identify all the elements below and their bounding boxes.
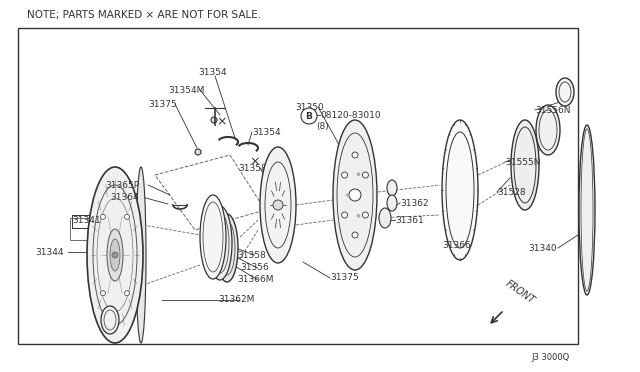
Circle shape [349,189,361,201]
Bar [70,218,125,240]
Ellipse shape [136,167,146,343]
Text: 31340: 31340 [528,244,557,253]
Text: 31364: 31364 [110,192,139,202]
Circle shape [352,232,358,238]
Text: 31354: 31354 [198,67,227,77]
Ellipse shape [107,229,123,281]
Text: 31341: 31341 [72,215,100,224]
Text: 31362: 31362 [400,199,429,208]
Ellipse shape [579,125,595,295]
Ellipse shape [110,239,120,271]
Text: 31344: 31344 [35,247,63,257]
Text: J3 3000Q: J3 3000Q [532,353,570,362]
Ellipse shape [387,195,397,211]
Text: 31375: 31375 [330,273,359,282]
Circle shape [357,173,360,176]
Circle shape [195,149,201,155]
Ellipse shape [442,120,478,260]
Ellipse shape [333,120,377,270]
Text: NOTE; PARTS MARKED × ARE NOT FOR SALE.: NOTE; PARTS MARKED × ARE NOT FOR SALE. [27,10,261,20]
Circle shape [211,117,217,123]
Ellipse shape [200,195,226,279]
Circle shape [346,193,349,196]
Text: 31361: 31361 [395,215,424,224]
Circle shape [301,108,317,124]
Circle shape [342,172,348,178]
Text: 31354M: 31354M [168,86,204,94]
Text: 31358: 31358 [238,164,267,173]
Text: 31362M: 31362M [218,295,254,305]
Ellipse shape [387,180,397,196]
Ellipse shape [260,147,296,263]
Circle shape [125,214,129,219]
Ellipse shape [216,214,238,282]
Text: 31556N: 31556N [535,106,570,115]
Ellipse shape [379,208,391,228]
Text: 31366M: 31366M [237,276,273,285]
Ellipse shape [511,120,539,210]
Circle shape [352,152,358,158]
Circle shape [342,212,348,218]
Circle shape [362,172,369,178]
Text: ×: × [250,155,260,169]
Text: (8): (8) [316,122,329,131]
Ellipse shape [87,167,143,343]
Bar [18,28,578,344]
Text: 31350: 31350 [295,103,324,112]
Ellipse shape [208,206,232,280]
Text: 31375: 31375 [148,99,177,109]
Circle shape [357,214,360,217]
Circle shape [362,212,369,218]
Text: 31358: 31358 [237,250,266,260]
Text: 31528: 31528 [497,187,525,196]
Text: B: B [305,112,312,121]
Text: 31366: 31366 [442,241,471,250]
Circle shape [112,252,118,258]
Ellipse shape [536,105,560,155]
Circle shape [273,200,283,210]
Text: FRONT: FRONT [504,279,537,306]
Text: 31555N: 31555N [505,157,541,167]
Circle shape [100,214,106,219]
Circle shape [100,291,106,296]
Text: 31356: 31356 [240,263,269,273]
Text: 08120-83010: 08120-83010 [320,110,381,119]
Text: ×: × [217,115,227,128]
Ellipse shape [556,78,574,106]
Text: 31365P: 31365P [105,180,139,189]
Ellipse shape [101,306,119,334]
Circle shape [125,291,129,296]
Text: 31354: 31354 [252,128,280,137]
